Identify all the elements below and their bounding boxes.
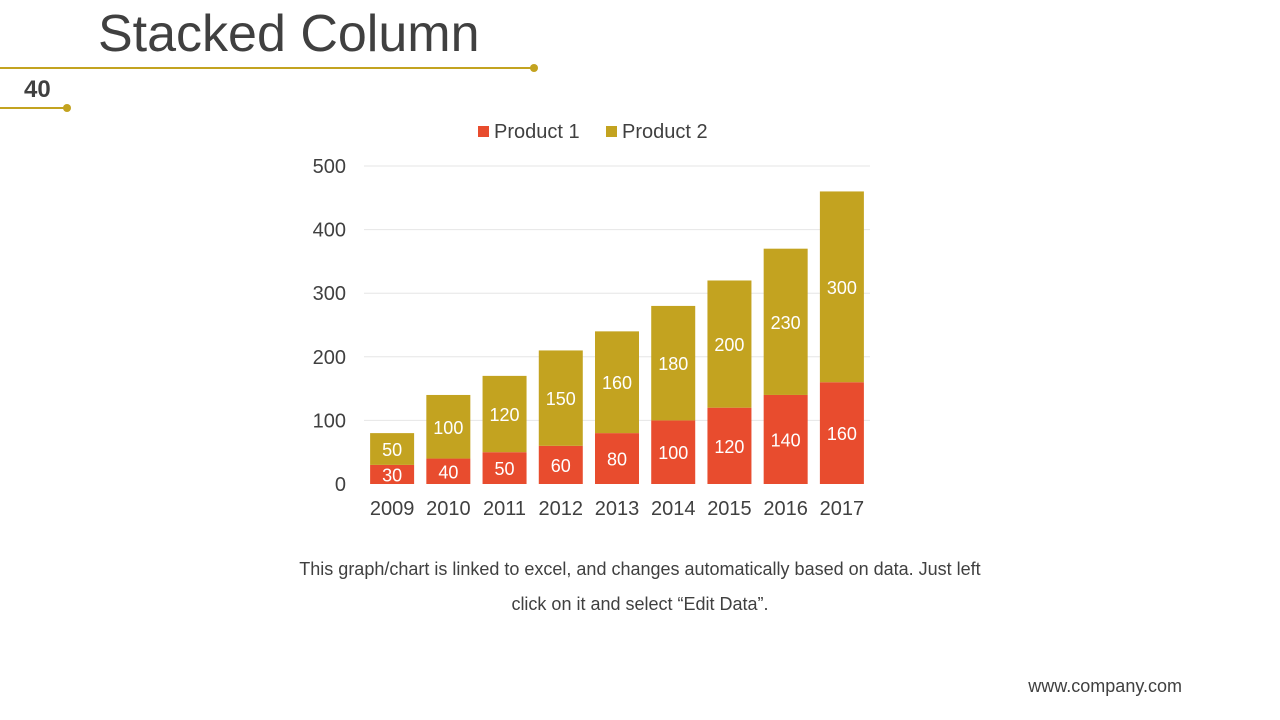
bar-product-1-2017[interactable] [819, 382, 864, 484]
caption-line-2: click on it and select “Edit Data”. [511, 594, 769, 614]
bar-product-2-2013[interactable] [595, 331, 639, 434]
bar-product-2-2010[interactable] [426, 394, 471, 459]
data-label: 300 [827, 278, 857, 298]
bar-product-1-2009[interactable] [370, 464, 415, 484]
data-label: 160 [827, 424, 857, 444]
data-label: 100 [658, 443, 688, 463]
y-tick-label: 0 [335, 474, 346, 496]
title-underline [0, 67, 534, 69]
x-tick-label: 2015 [707, 498, 752, 520]
legend-swatch-product-2 [606, 126, 617, 137]
data-label: 30 [382, 465, 402, 485]
data-label: 140 [771, 430, 801, 450]
bar-product-1-2014[interactable] [651, 420, 696, 484]
data-label: 40 [438, 462, 458, 482]
bar-product-1-2011[interactable] [482, 452, 527, 484]
bar-product-2-2009[interactable] [370, 433, 415, 465]
bar-product-1-2016[interactable] [763, 394, 808, 484]
data-label: 100 [433, 418, 463, 438]
bar-product-2-2012[interactable] [538, 350, 583, 446]
bar-product-1-2012[interactable] [538, 445, 583, 484]
data-label: 50 [495, 459, 515, 479]
bar-product-2-2015[interactable] [707, 280, 752, 408]
y-tick-label: 500 [313, 156, 346, 178]
data-label: 120 [490, 405, 520, 425]
x-tick-label: 2012 [539, 498, 584, 520]
data-label: 160 [602, 373, 632, 393]
legend-label: Product 1 [494, 121, 580, 143]
x-tick-label: 2011 [483, 498, 526, 520]
x-tick-label: 2017 [820, 498, 865, 520]
y-tick-label: 100 [313, 410, 346, 432]
title-underline-dot [530, 64, 538, 72]
slide-title: Stacked Column [98, 5, 480, 63]
bar-product-2-2017[interactable] [819, 191, 864, 383]
page-number-underline-dot [63, 104, 71, 112]
footer-url[interactable]: www.company.com [1028, 676, 1182, 696]
legend-label: Product 2 [622, 121, 708, 143]
y-tick-label: 300 [313, 283, 346, 305]
x-tick-label: 2013 [595, 498, 640, 520]
bar-product-1-2013[interactable] [595, 433, 639, 484]
data-label: 120 [714, 437, 744, 457]
bar-product-2-2014[interactable] [651, 305, 696, 421]
caption-line-1: This graph/chart is linked to excel, and… [299, 559, 981, 579]
x-tick-label: 2009 [370, 498, 415, 520]
data-label: 180 [658, 354, 688, 374]
data-label: 60 [551, 456, 571, 476]
bar-product-2-2011[interactable] [482, 375, 527, 453]
data-label: 150 [546, 389, 576, 409]
data-label: 200 [714, 335, 744, 355]
bar-product-1-2010[interactable] [426, 458, 471, 484]
bar-product-1-2015[interactable] [707, 407, 752, 484]
data-label: 80 [607, 450, 627, 470]
y-tick-label: 400 [313, 220, 346, 242]
x-tick-label: 2016 [763, 498, 808, 520]
page-number-underline [0, 107, 66, 109]
data-label: 230 [771, 313, 801, 333]
chart-caption: This graph/chart is linked to excel, and… [240, 552, 1040, 622]
data-label: 50 [382, 440, 402, 460]
x-tick-label: 2014 [651, 498, 696, 520]
bar-product-2-2016[interactable] [763, 248, 808, 395]
legend-swatch-product-1 [478, 126, 489, 137]
y-tick-label: 200 [313, 347, 346, 369]
x-tick-label: 2010 [426, 498, 471, 520]
page-number: 40 [24, 76, 51, 103]
